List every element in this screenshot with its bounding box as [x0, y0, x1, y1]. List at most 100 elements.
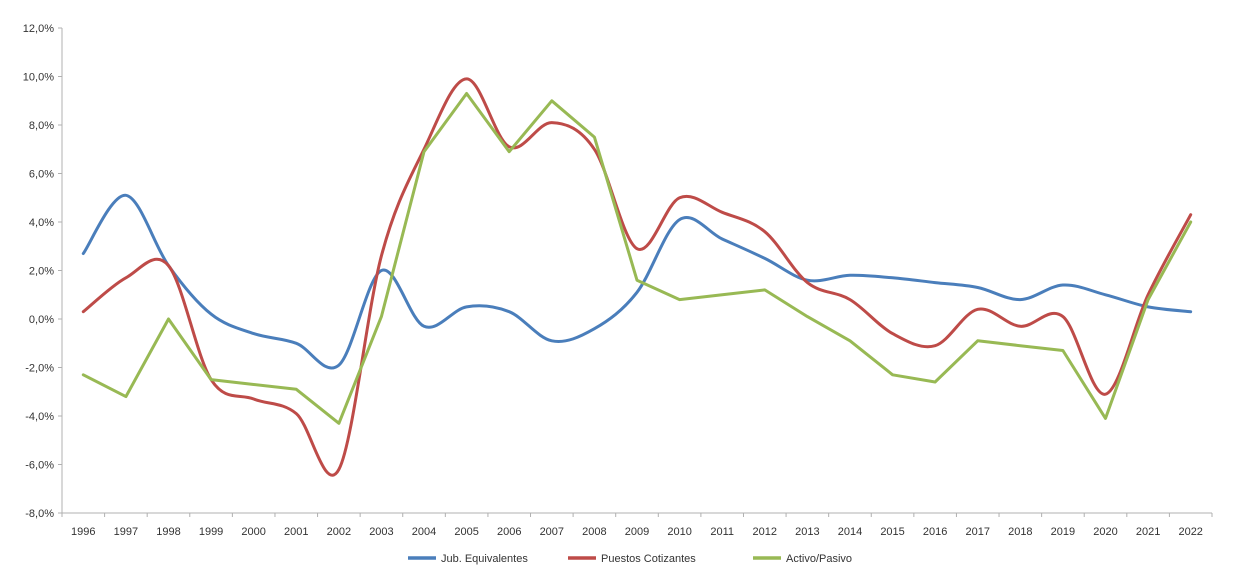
data-point-puestos-cotizantes-2012	[763, 230, 767, 234]
data-point-puestos-cotizantes-2018	[1018, 324, 1022, 328]
y-tick-label: 8,0%	[29, 120, 54, 132]
data-point-activo-pasivo-2018	[1018, 344, 1022, 348]
y-tick-label: 2,0%	[29, 266, 54, 278]
data-point-jub-equivalentes-2015	[891, 276, 895, 280]
data-point-puestos-cotizantes-2020	[1104, 392, 1108, 396]
data-point-puestos-cotizantes-2014	[848, 298, 852, 302]
x-tick-label: 2013	[795, 526, 819, 538]
data-point-activo-pasivo-2015	[891, 373, 895, 377]
data-point-jub-equivalentes-2003	[379, 269, 383, 273]
x-tick-label: 2003	[369, 526, 393, 538]
y-tick-label: -8,0%	[25, 508, 54, 520]
data-point-activo-pasivo-2001	[294, 387, 298, 391]
data-point-activo-pasivo-2003	[379, 315, 383, 319]
x-tick-label: 2002	[327, 526, 351, 538]
data-point-jub-equivalentes-2016	[933, 281, 937, 285]
data-point-puestos-cotizantes-2008	[592, 147, 596, 151]
data-point-jub-equivalentes-2002	[337, 363, 341, 367]
data-point-jub-equivalentes-2006	[507, 310, 511, 314]
data-point-activo-pasivo-2014	[848, 339, 852, 343]
data-point-jub-equivalentes-2000	[252, 332, 256, 336]
data-point-activo-pasivo-2007	[550, 99, 554, 103]
series-line-activo-pasivo	[81, 92, 1193, 425]
legend-label: Activo/Pasivo	[786, 553, 852, 565]
data-point-puestos-cotizantes-2000	[252, 397, 256, 401]
data-point-jub-equivalentes-2008	[592, 327, 596, 331]
data-point-activo-pasivo-2017	[976, 339, 980, 343]
data-point-puestos-cotizantes-2001	[294, 412, 298, 416]
x-tick-label: 2017	[965, 526, 989, 538]
data-point-puestos-cotizantes-2015	[891, 332, 895, 336]
data-point-jub-equivalentes-2011	[720, 237, 724, 241]
data-point-jub-equivalentes-2017	[976, 286, 980, 290]
legend-label: Puestos Cotizantes	[601, 553, 696, 565]
data-point-puestos-cotizantes-1998	[167, 264, 171, 268]
y-tick-label: 4,0%	[29, 217, 54, 229]
data-point-activo-pasivo-2012	[763, 288, 767, 292]
data-point-jub-equivalentes-1999	[209, 312, 213, 316]
data-point-jub-equivalentes-1996	[81, 252, 85, 256]
data-point-activo-pasivo-2004	[422, 150, 426, 154]
y-tick-label: 0,0%	[29, 314, 54, 326]
y-tick-label: 12,0%	[23, 23, 54, 35]
data-point-activo-pasivo-2020	[1104, 416, 1108, 420]
series-lines	[81, 77, 1193, 477]
legend-item-jub-equivalentes: Jub. Equivalentes	[408, 553, 528, 565]
data-point-puestos-cotizantes-2010	[678, 196, 682, 200]
data-point-puestos-cotizantes-2002	[337, 467, 341, 471]
x-tick-label: 2014	[838, 526, 862, 538]
data-point-puestos-cotizantes-2019	[1061, 315, 1065, 319]
data-point-activo-pasivo-2016	[933, 380, 937, 384]
data-point-jub-equivalentes-1997	[124, 193, 128, 197]
data-point-activo-pasivo-2021	[1146, 298, 1150, 302]
data-point-puestos-cotizantes-1997	[124, 276, 128, 280]
data-point-jub-equivalentes-2018	[1018, 298, 1022, 302]
data-point-activo-pasivo-2011	[720, 293, 724, 297]
x-tick-label: 2006	[497, 526, 521, 538]
data-point-activo-pasivo-2022	[1189, 220, 1193, 224]
x-tick-label: 2021	[1136, 526, 1160, 538]
data-point-activo-pasivo-2013	[805, 315, 809, 319]
data-point-puestos-cotizantes-2016	[933, 344, 937, 348]
data-point-jub-equivalentes-2005	[465, 305, 469, 309]
data-point-jub-equivalentes-2010	[678, 218, 682, 222]
y-axis: 12,0% 10,0% 8,0% 6,0% 4,0% 2,0% 0,0% -2,0% -4,0%…	[23, 23, 63, 520]
x-tick-label: 2009	[625, 526, 649, 538]
x-tick-label: 2004	[412, 526, 436, 538]
data-point-jub-equivalentes-2009	[635, 290, 639, 294]
data-point-puestos-cotizantes-1996	[81, 310, 85, 314]
data-point-jub-equivalentes-2020	[1104, 293, 1108, 297]
x-tick-label: 2018	[1008, 526, 1032, 538]
data-point-puestos-cotizantes-2022	[1189, 213, 1193, 217]
x-tick-label: 2015	[880, 526, 904, 538]
x-tick-label: 2005	[454, 526, 478, 538]
x-tick-label: 2000	[241, 526, 265, 538]
data-point-jub-equivalentes-2007	[550, 339, 554, 343]
data-point-puestos-cotizantes-2017	[976, 307, 980, 311]
data-point-activo-pasivo-2005	[465, 92, 469, 96]
x-tick-label: 2007	[540, 526, 564, 538]
y-tick-label: -4,0%	[25, 411, 54, 423]
data-point-activo-pasivo-2019	[1061, 349, 1065, 353]
x-tick-label: 1996	[71, 526, 95, 538]
x-tick-label: 2008	[582, 526, 606, 538]
data-point-puestos-cotizantes-2013	[805, 281, 809, 285]
data-point-jub-equivalentes-2004	[422, 324, 426, 328]
data-point-puestos-cotizantes-2011	[720, 210, 724, 214]
data-point-activo-pasivo-1997	[124, 395, 128, 399]
data-point-jub-equivalentes-2019	[1061, 283, 1065, 287]
x-tick-label: 2011	[710, 526, 734, 538]
data-point-jub-equivalentes-2022	[1189, 310, 1193, 314]
x-tick-label: 2010	[667, 526, 691, 538]
data-point-activo-pasivo-2006	[507, 150, 511, 154]
data-point-activo-pasivo-1999	[209, 378, 213, 382]
x-tick-label: 2022	[1178, 526, 1202, 538]
x-tick-label: 2016	[923, 526, 947, 538]
data-point-puestos-cotizantes-2009	[635, 247, 639, 251]
y-tick-label: -6,0%	[25, 460, 54, 472]
data-point-activo-pasivo-1998	[167, 317, 171, 321]
data-point-puestos-cotizantes-2007	[550, 121, 554, 125]
